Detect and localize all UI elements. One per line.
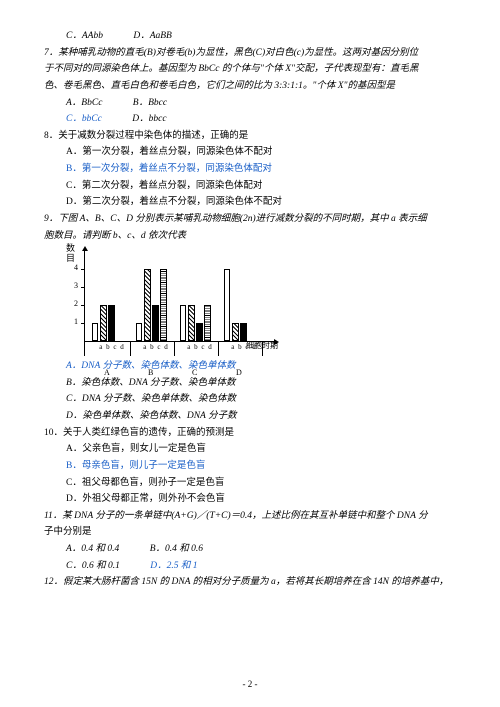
q7-stem-l2: 于不同对的同源染色体上。基因型为 BbCc 的个体与"个体 X"交配，子代表现型… xyxy=(44,61,456,78)
q10: 10．关于人类红绿色盲的遗传，正确的预测是 A．父亲色盲，则女儿一定是色盲 B．… xyxy=(44,425,456,508)
page-number: - 2 - xyxy=(0,677,500,693)
bar xyxy=(108,305,115,341)
chart: 数 目 细胞时期 1234a b c dAa b c dBa b c dCa b… xyxy=(66,246,276,356)
bar xyxy=(100,305,107,341)
bar xyxy=(240,323,247,341)
q6-optD: D．AaBB xyxy=(133,28,172,45)
q10-stem: 10．关于人类红绿色盲的遗传，正确的预测是 xyxy=(44,425,456,442)
bar xyxy=(180,305,186,341)
q7-optC: C．bbCc xyxy=(66,111,102,128)
bar xyxy=(92,323,98,341)
q9-stem-l1: 9．下图 A、B、C、D 分别表示某哺乳动物细胞(2n)进行减数分裂的不同时期，… xyxy=(44,211,456,228)
arrow-v-icon xyxy=(82,246,88,251)
q12-stem: 12．假定某大肠杆菌含 15N 的 DNA 的相对分子质量为 a，若将其长期培养… xyxy=(44,574,456,591)
q10-optD: D．外祖父母都正常，则外孙不会色盲 xyxy=(66,491,456,508)
bar xyxy=(196,323,203,341)
q7-optB: B．Bbcc xyxy=(133,95,167,112)
q9-optA: A．DNA 分子数、染色体数、染色单体数 xyxy=(66,358,456,375)
q7-optD: D．bbcc xyxy=(132,111,166,128)
q8: 8．关于减数分裂过程中染色体的描述，正确的是 A．第一次分裂，着丝点分裂，同源染… xyxy=(44,128,456,211)
bar xyxy=(232,323,239,341)
q10-optA: A．父亲色盲，则女儿一定是色盲 xyxy=(66,441,456,458)
q6-opts: C．AAbb D．AaBB xyxy=(66,28,456,45)
q10-optB: B．母亲色盲，则儿子一定是色盲 xyxy=(66,458,456,475)
bar xyxy=(136,323,142,341)
q12: 12．假定某大肠杆菌含 15N 的 DNA 的相对分子质量为 a，若将其长期培养… xyxy=(44,574,456,591)
bar xyxy=(160,269,167,341)
bar xyxy=(224,269,230,341)
q8-stem: 8．关于减数分裂过程中染色体的描述，正确的是 xyxy=(44,128,456,145)
q7-optA: A．BbCc xyxy=(66,95,102,112)
q10-optC: C．祖父母都色盲，则孙子一定是色盲 xyxy=(66,475,456,492)
q11-optB: B．0.4 和 0.6 xyxy=(150,541,203,558)
q9-optD: D．染色单体数、染色体数、DNA 分子数 xyxy=(66,408,456,425)
bar xyxy=(188,305,195,341)
q9-optC: C．DNA 分子数、染色单体数、染色体数 xyxy=(66,391,456,408)
q11-stem-l1: 11．某 DNA 分子的一条单链中(A+G)／(T+C)＝0.4，上述比例在其互… xyxy=(44,508,456,525)
q7: 7．某种哺乳动物的直毛(B)对卷毛(b)为显性，黑色(C)对白色(c)为显性。这… xyxy=(44,45,456,128)
q9-stem-l2: 胞数目。请判断 b、c、d 依次代表 xyxy=(44,228,456,245)
q11-stem-l2: 子中分别是 xyxy=(44,524,456,541)
bar xyxy=(152,305,159,341)
q8-optC: C．第二次分裂，着丝点分裂，同源染色体配对 xyxy=(66,178,456,195)
q9-optB: B．染色体数、DNA 分子数、染色单体数 xyxy=(66,375,456,392)
q8-optA: A．第一次分裂，着丝点分裂，同源染色体不配对 xyxy=(66,144,456,161)
q7-stem-l1: 7．某种哺乳动物的直毛(B)对卷毛(b)为显性，黑色(C)对白色(c)为显性。这… xyxy=(44,45,456,62)
axis-v xyxy=(84,250,85,342)
q11: 11．某 DNA 分子的一条单链中(A+G)／(T+C)＝0.4，上述比例在其互… xyxy=(44,508,456,575)
bar xyxy=(144,269,151,341)
q7-stem-l3: 色、卷毛黑色、直毛白色和卷毛白色，它们之间的比为 3:3:1:1。"个体 X"的… xyxy=(44,78,456,95)
q11-optA: A．0.4 和 0.4 xyxy=(66,541,119,558)
q8-optB: B．第一次分裂，着丝点不分裂，同源染色体配对 xyxy=(66,161,456,178)
q6-optC: C．AAbb xyxy=(66,28,103,45)
page: C．AAbb D．AaBB 7．某种哺乳动物的直毛(B)对卷毛(b)为显性，黑色… xyxy=(0,0,500,707)
bar xyxy=(204,305,211,341)
q8-optD: D．第二次分裂，着丝点不分裂，同源染色体不配对 xyxy=(66,194,456,211)
q11-optC: C．0.6 和 0.1 xyxy=(66,558,120,575)
q11-optD: D．2.5 和 1 xyxy=(150,558,197,575)
q9: 9．下图 A、B、C、D 分别表示某哺乳动物细胞(2n)进行减数分裂的不同时期，… xyxy=(44,211,456,425)
